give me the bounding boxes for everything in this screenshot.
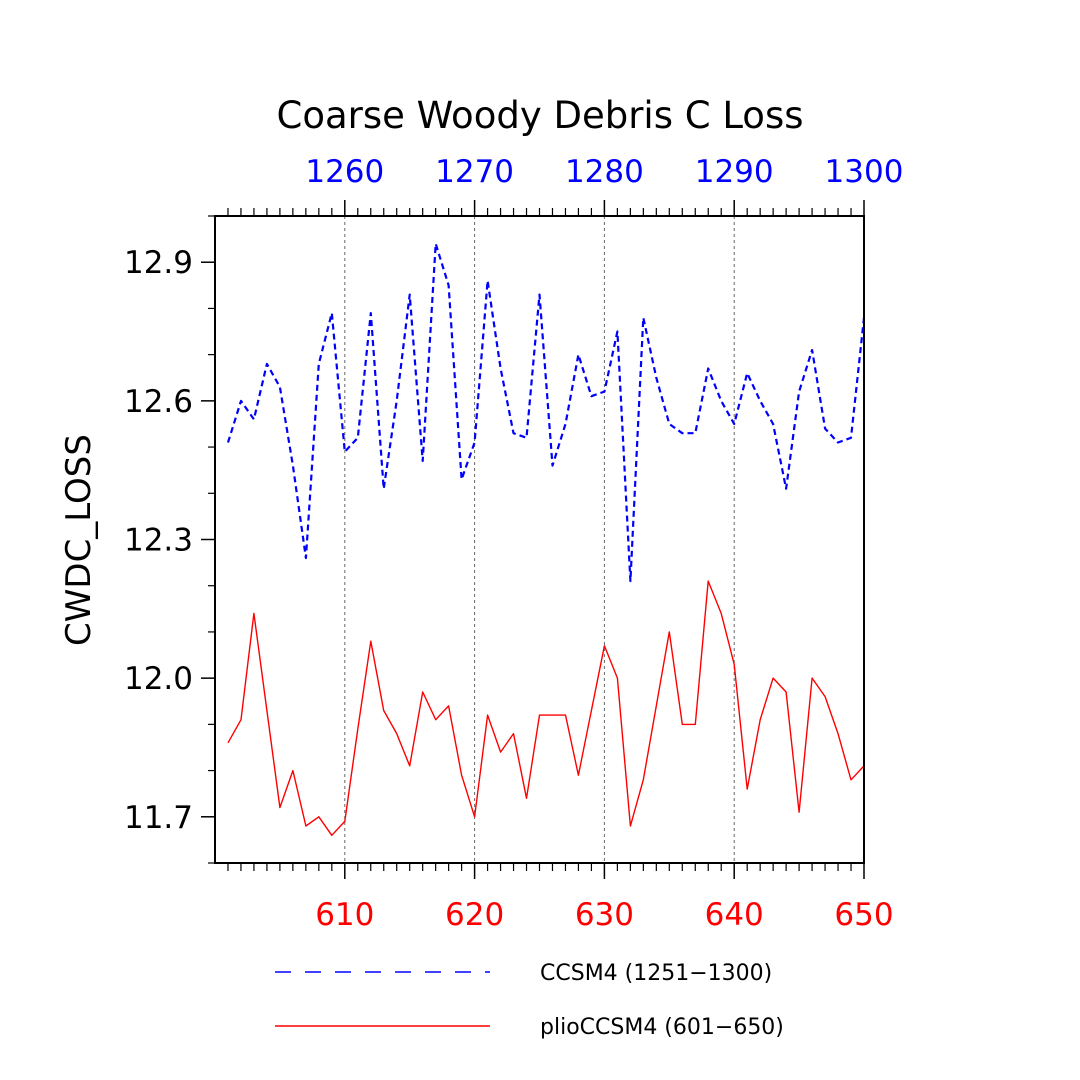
x-top-tick-label-1280: 1280	[565, 154, 644, 190]
y-tick-label-12.9: 12.9	[124, 245, 193, 281]
y-axis-label: CWDC_LOSS	[59, 434, 99, 646]
axes: 11.7 12.0 12.3 12.6 12.9 610 620 630 640 650 1260 1…	[124, 154, 903, 933]
x-bottom-tick-label-620: 620	[445, 897, 504, 933]
x-top-tick-label-1270: 1270	[435, 154, 514, 190]
x-top-tick-label-1290: 1290	[695, 154, 774, 190]
y-tick-label-12.6: 12.6	[124, 384, 193, 420]
y-tick-label-12.3: 12.3	[124, 523, 193, 559]
x-bottom-tick-label-650: 650	[834, 897, 893, 933]
x-bottom-tick-label-640: 640	[705, 897, 764, 933]
y-tick-label-11.7: 11.7	[124, 800, 193, 836]
plot-frame	[214, 215, 865, 864]
grid-lines	[344, 216, 735, 863]
legend: CCSM4 (1251−1300) plioCCSM4 (601−650)	[275, 961, 784, 1040]
legend-label-ccsm4: CCSM4 (1251−1300)	[540, 961, 772, 986]
x-top-tick-label-1300: 1300	[825, 154, 904, 190]
y-tick-label-12.0: 12.0	[124, 661, 193, 697]
x-bottom-tick-label-610: 610	[315, 897, 374, 933]
x-top-tick-label-1260: 1260	[305, 154, 384, 190]
series-line-ccsm4	[226, 242, 866, 583]
x-bottom-tick-label-630: 630	[575, 897, 634, 933]
series-line-plioccsm4	[227, 580, 865, 836]
series-layer	[226, 242, 866, 836]
legend-label-plioccsm4: plioCCSM4 (601−650)	[540, 1015, 784, 1040]
chart-title: Coarse Woody Debris C Loss	[276, 94, 803, 137]
